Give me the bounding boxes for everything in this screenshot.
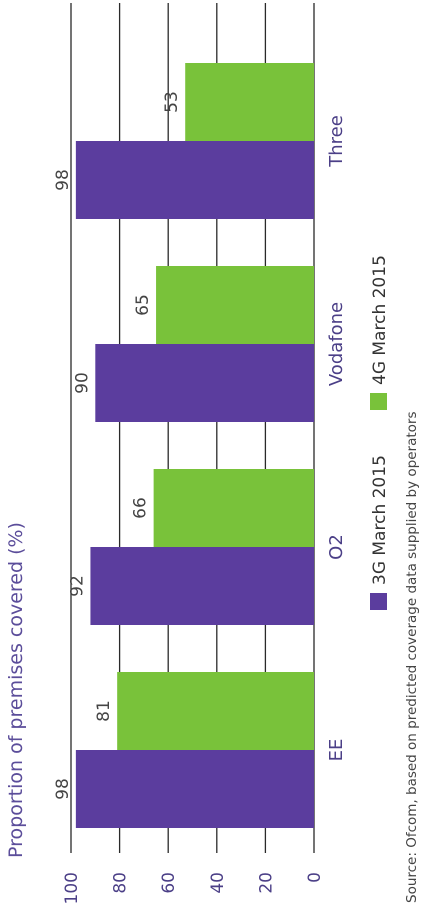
bar-vodafone-3g [95,344,314,422]
category-label-vodafone: Vodafone [326,302,347,386]
bar-vodafone-4g [156,266,314,344]
source-note: Source: Ofcom, based on predicted covera… [404,412,420,903]
value-label-three-3g: 98 [53,169,73,191]
value-label-vodafone-3g: 90 [72,372,92,394]
bar-o2-3g [90,547,314,625]
bar-ee-4g [117,672,314,750]
bars [75,63,314,828]
legend-label-4g: 4G March 2015 [370,255,390,385]
value-label-ee-4g: 81 [94,700,114,722]
y-axis-title: Proportion of premises covered (%) [5,522,27,858]
value-labels: 98 81 92 66 90 65 98 53 [53,91,182,800]
value-label-vodafone-4g: 65 [133,294,153,316]
y-tick-label: 60 [159,872,179,894]
category-label-o2: O2 [326,534,347,560]
legend-swatch-3g [370,593,387,610]
legend-swatch-4g [370,393,387,410]
category-label-three: Three [326,115,347,168]
y-axis-ticks: 0 20 40 60 80 100 [62,872,325,904]
y-tick-label: 80 [111,872,131,894]
bar-o2-4g [153,469,314,547]
value-label-three-4g: 53 [162,91,182,113]
legend: 3G March 2015 4G March 2015 [370,255,390,610]
y-tick-label: 20 [256,872,276,894]
y-tick-label: 100 [62,872,82,904]
y-tick-label: 40 [208,872,228,894]
value-label-o2-4g: 66 [131,497,151,519]
bar-three-3g [75,141,314,219]
category-label-ee: EE [326,739,347,762]
legend-label-3g: 3G March 2015 [370,455,390,585]
y-tick-label: 0 [305,872,325,883]
bar-ee-3g [75,750,314,828]
category-labels: EE O2 Vodafone Three [326,115,347,761]
bar-three-4g [185,63,314,141]
value-label-o2-3g: 92 [67,575,87,597]
value-label-ee-3g: 98 [53,778,73,800]
